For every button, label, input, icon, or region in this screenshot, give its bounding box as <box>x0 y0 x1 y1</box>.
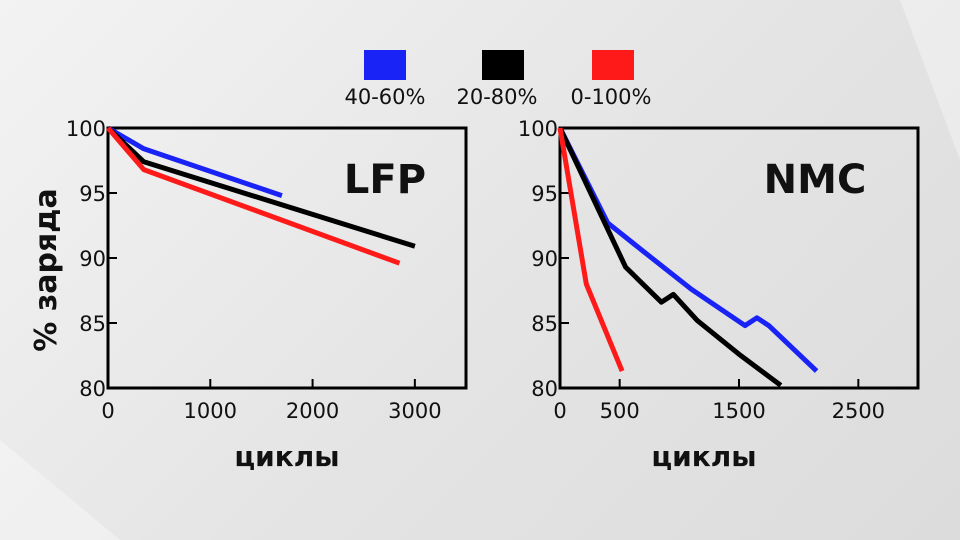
y-tick-label: 80 <box>531 377 558 401</box>
x-tick-label: 0 <box>553 399 566 423</box>
series-line-40-60% <box>557 126 819 373</box>
series-line-40-60% <box>106 125 283 198</box>
y-tick-label: 100 <box>66 117 106 141</box>
y-tick-label: 85 <box>531 312 558 336</box>
y-tick-label: 85 <box>79 312 106 336</box>
legend-label-0-100: 0-100% <box>571 85 652 109</box>
x-tick-label: 500 <box>600 399 640 423</box>
x-tick-label: 1000 <box>184 399 237 423</box>
y-axis-label: % заряда <box>29 188 64 351</box>
x-axis-label: циклы <box>651 440 756 473</box>
legend: 40-60% 20-80% 0-100% <box>345 50 652 109</box>
chart-nmc: 80 85 90 95 100 0 500 1500 2500 NMC циклы <box>518 117 920 473</box>
background-sheen <box>0 440 120 540</box>
y-tick-label: 100 <box>518 117 558 141</box>
y-tick-label: 80 <box>79 377 106 401</box>
x-tick-label: 2000 <box>286 399 339 423</box>
chart-title: LFP <box>344 157 426 203</box>
legend-swatch-40-60 <box>364 50 406 80</box>
y-tick-label: 90 <box>79 247 106 271</box>
legend-swatch-20-80 <box>482 50 524 80</box>
x-tick-label: 0 <box>101 399 114 423</box>
legend-label-20-80: 20-80% <box>457 85 538 109</box>
x-tick-label: 3000 <box>388 399 441 423</box>
y-tick-label: 95 <box>531 182 558 206</box>
series-line-0-100% <box>557 127 625 373</box>
legend-swatch-0-100 <box>592 50 634 80</box>
series-line-20-80% <box>557 126 783 388</box>
x-tick-label: 2500 <box>832 399 885 423</box>
y-tick-label: 95 <box>79 182 106 206</box>
legend-label-40-60: 40-60% <box>345 85 426 109</box>
series-line-0-100% <box>106 126 401 266</box>
x-tick-label: 1500 <box>712 399 765 423</box>
chart-title: NMC <box>764 157 867 203</box>
background-sheen <box>900 0 960 160</box>
y-tick-label: 90 <box>531 247 558 271</box>
x-axis-label: циклы <box>234 440 339 473</box>
